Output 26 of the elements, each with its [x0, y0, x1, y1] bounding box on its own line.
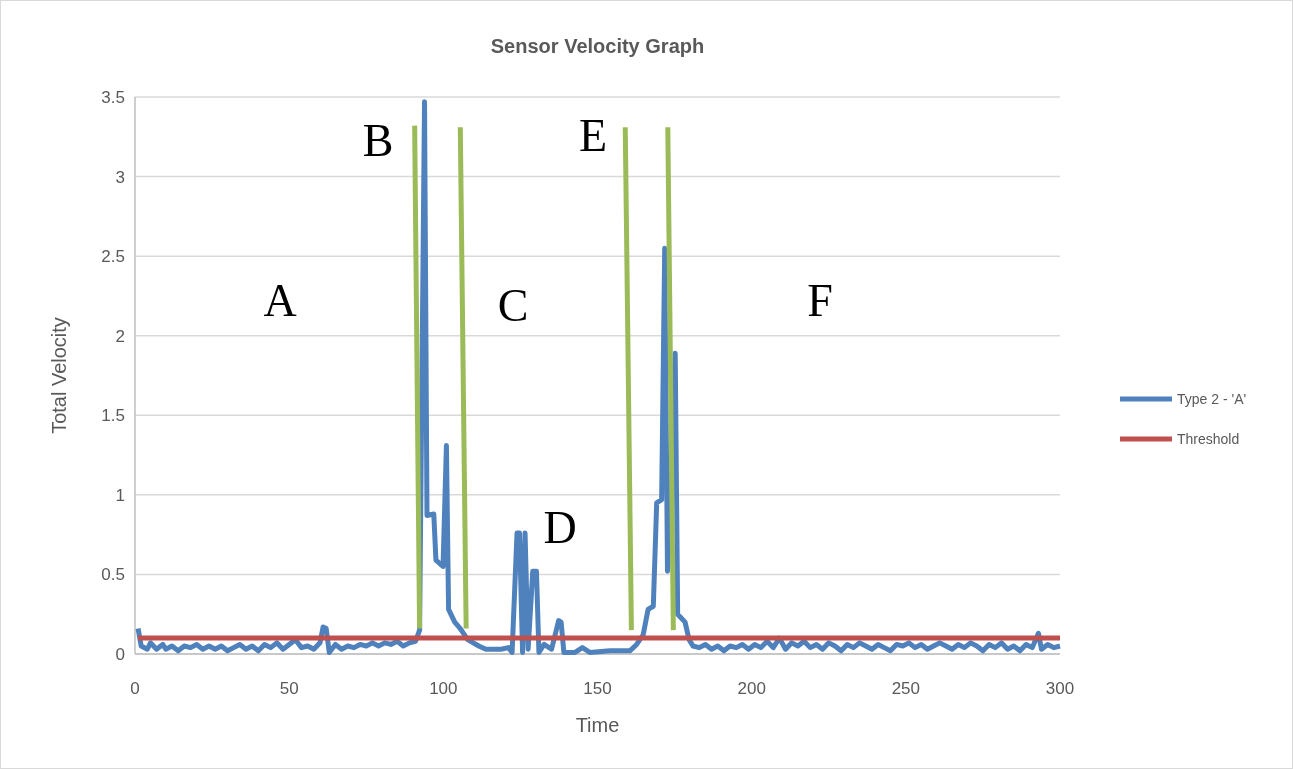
x-tick-label: 0: [130, 679, 140, 698]
y-tick-label: 0.5: [101, 565, 125, 585]
chart-title: Sensor Velocity Graph: [490, 35, 705, 57]
y-tick-label: 3: [115, 167, 125, 187]
x-tick-label: 50: [279, 679, 299, 698]
y-axis-title: Total Velocity: [48, 317, 70, 434]
annotation: E: [578, 110, 608, 162]
y-tick-label: 1: [115, 485, 125, 505]
legend-label: Type 2 - 'A': [1177, 390, 1247, 407]
x-tick-label: 100: [429, 679, 458, 698]
y-tick-label: 2.5: [101, 247, 125, 267]
y-tick-label: 0: [115, 644, 125, 664]
annotation: A: [263, 275, 297, 327]
y-tick-label: 3.5: [101, 87, 125, 107]
y-tick-label: 2: [115, 326, 125, 346]
annotation: B: [362, 115, 394, 167]
x-tick-label: 300: [1045, 679, 1075, 698]
annotation: C: [497, 280, 529, 332]
x-axis-title: Time: [575, 714, 620, 736]
x-tick-label: 150: [583, 679, 612, 698]
y-tick-label: 1.5: [101, 406, 125, 426]
x-tick-label: 250: [891, 679, 921, 698]
x-tick-label: 200: [737, 679, 766, 698]
legend-label: Threshold: [1177, 430, 1240, 447]
annotation: D: [543, 502, 577, 554]
annotation: F: [807, 275, 833, 327]
